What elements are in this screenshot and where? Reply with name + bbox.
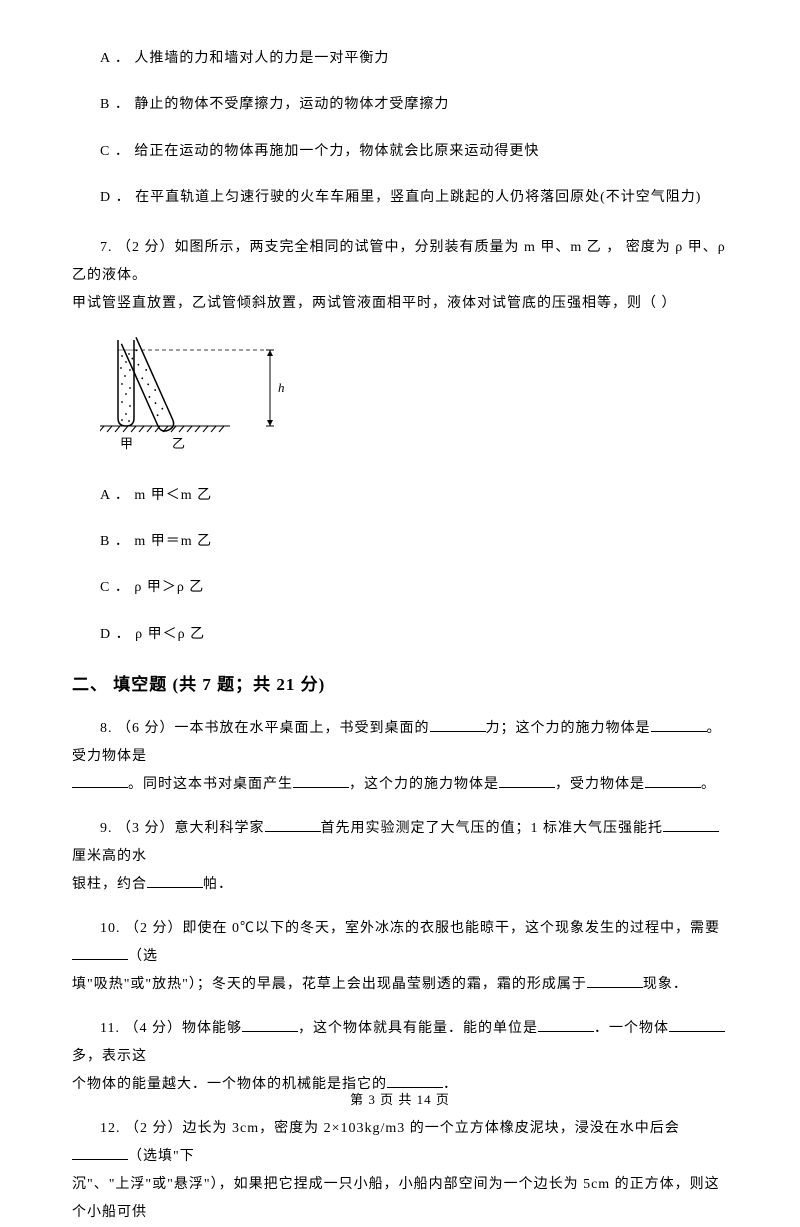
fig-label-right: 乙 <box>172 436 185 451</box>
q10-p1: 10. （2 分）即使在 0℃以下的冬天，室外冰冻的衣服也能晾干，这个现象发生的… <box>100 921 720 936</box>
blank <box>72 946 128 960</box>
blank <box>587 974 643 988</box>
q11-p4: 多，表示这 <box>72 1049 147 1064</box>
q9-p3: 厘米高的水 <box>72 849 147 864</box>
q7-option-d: D ． ρ 甲＜ρ 乙 <box>100 624 728 646</box>
blank <box>669 1018 725 1032</box>
q12-p3: 沉"、"上浮"或"悬浮"），如果把它捏成一只小船，小船内部空间为一个边长为 5c… <box>72 1177 720 1220</box>
blank <box>651 718 707 732</box>
q6-option-d: D ． 在平直轨道上匀速行驶的火车车厢里，竖直向上跳起的人仍将落回原处(不计空气… <box>100 187 728 209</box>
q6-option-b: B ． 静止的物体不受摩擦力，运动的物体才受摩擦力 <box>100 94 728 116</box>
q10-p2: （选 <box>128 949 158 964</box>
q10-p3: 填"吸热"或"放热"）；冬天的早晨，花草上会出现晶莹剔透的霜，霜的形成属于 <box>72 977 587 992</box>
q6-option-c: C ． 给正在运动的物体再施加一个力，物体就会比原来运动得更快 <box>100 141 728 163</box>
q7-option-b: B ． m 甲＝m 乙 <box>100 531 728 553</box>
blank <box>499 774 555 788</box>
q10-p4: 现象． <box>643 977 688 992</box>
q12-p1: 12. （2 分）边长为 3cm，密度为 2×103kg/m3 的一个立方体橡皮… <box>100 1121 680 1136</box>
blank <box>293 774 349 788</box>
blank <box>242 1018 298 1032</box>
blank <box>72 1146 128 1160</box>
q7-stem: 7. （2 分）如图所示，两支完全相同的试管中，分别装有质量为 m 甲、m 乙 … <box>72 234 728 318</box>
q9: 9. （3 分）意大利科学家 首先用实验测定了大气压的值；1 标准大气压强能托厘米… <box>72 815 728 899</box>
q9-p4: 银柱，约合 <box>72 877 147 892</box>
q9-p5: 帕． <box>203 877 233 892</box>
q8-p5: ，这个力的施力物体是 <box>349 777 499 792</box>
blank <box>430 718 486 732</box>
q7-figure: h 甲 乙 <box>100 334 728 457</box>
q11-p3: ．一个物体 <box>594 1021 669 1036</box>
q7-stem-line1: 7. （2 分）如图所示，两支完全相同的试管中，分别装有质量为 m 甲、m 乙 … <box>72 240 726 283</box>
q9-p1: 9. （3 分）意大利科学家 <box>100 821 265 836</box>
blank <box>663 818 719 832</box>
q6-option-a: A ． 人推墙的力和墙对人的力是一对平衡力 <box>100 48 728 70</box>
q11: 11. （4 分）物体能够，这个物体就具有能量．能的单位是．一个物体多，表示这个… <box>72 1015 728 1099</box>
blank <box>387 1074 443 1088</box>
q7-stem-line2: 甲试管竖直放置，乙试管倾斜放置，两试管液面相平时，液体对试管底的压强相等，则（ … <box>72 296 677 311</box>
page-footer: 第 3 页 共 14 页 <box>0 1089 800 1108</box>
q11-p2: ，这个物体就具有能量．能的单位是 <box>298 1021 538 1036</box>
q8-p1: 8. （6 分）一本书放在水平桌面上，书受到桌面的 <box>100 721 430 736</box>
q8-p6: ，受力物体是 <box>555 777 645 792</box>
blank <box>147 874 203 888</box>
q9-p2: 首先用实验测定了大气压的值；1 标准大气压强能托 <box>321 821 664 836</box>
fig-label-left: 甲 <box>120 436 133 451</box>
q7-option-a: A ． m 甲＜m 乙 <box>100 485 728 507</box>
blank <box>72 774 128 788</box>
q11-p1: 11. （4 分）物体能够 <box>100 1021 242 1036</box>
blank <box>265 818 321 832</box>
q7-option-c: C ． ρ 甲＞ρ 乙 <box>100 577 728 599</box>
q8-p2: 力；这个力的施力物体是 <box>486 721 651 736</box>
blank <box>645 774 701 788</box>
blank <box>538 1018 594 1032</box>
q10: 10. （2 分）即使在 0℃以下的冬天，室外冰冻的衣服也能晾干，这个现象发生的… <box>72 915 728 999</box>
h-label: h <box>278 380 285 395</box>
section-2-title: 二、 填空题 (共 7 题；共 21 分) <box>72 670 728 695</box>
q8-p4: 。同时这本书对桌面产生 <box>128 777 293 792</box>
q12-p2: （选填"下 <box>128 1149 195 1164</box>
q8-p7: 。 <box>701 777 716 792</box>
q8: 8. （6 分）一本书放在水平桌面上，书受到桌面的力；这个力的施力物体是。受力物… <box>72 715 728 799</box>
tube-diagram-svg: h 甲 乙 <box>100 334 310 452</box>
